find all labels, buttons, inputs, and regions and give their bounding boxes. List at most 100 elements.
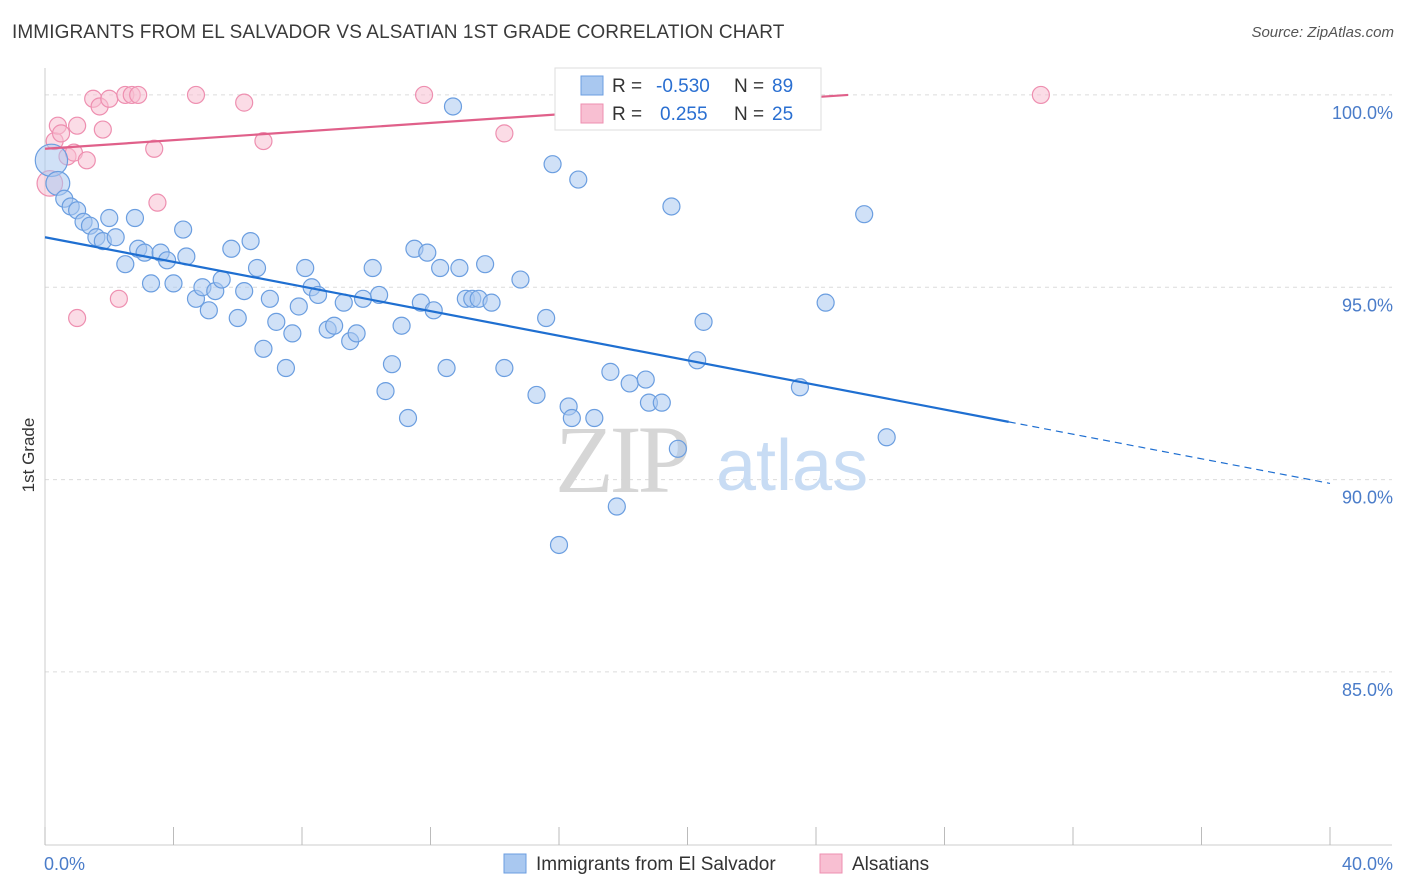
axes <box>44 68 1392 846</box>
data-point <box>392 316 411 335</box>
bottom-legend-swatch-pink <box>819 853 843 874</box>
data-point <box>267 312 286 331</box>
data-point <box>431 258 450 278</box>
data-point <box>476 255 495 274</box>
data-point <box>235 281 254 301</box>
y-tick-label: 100.0% <box>1332 103 1393 123</box>
bottom-legend-swatch-blue <box>503 853 527 874</box>
data-point <box>569 170 588 189</box>
legend-pink-n-label: N = <box>734 104 764 125</box>
data-point <box>68 116 87 135</box>
data-point <box>620 374 639 393</box>
data-point <box>100 89 119 108</box>
data-point <box>296 258 315 278</box>
y-tick-label: 95.0% <box>1342 295 1393 315</box>
data-point <box>174 220 193 239</box>
data-point <box>347 324 366 343</box>
data-point <box>562 408 581 428</box>
data-point <box>437 358 456 378</box>
watermark-atlas: atlas <box>716 426 868 506</box>
y-tick-label: 85.0% <box>1342 680 1393 700</box>
legend-blue-n-label: N = <box>734 76 764 97</box>
data-point <box>376 382 395 401</box>
data-point <box>325 316 344 335</box>
data-point <box>77 151 96 170</box>
legend-pink-r-value: 0.255 <box>660 104 708 125</box>
data-point <box>495 358 514 378</box>
data-point <box>260 289 279 308</box>
legend-box: R = -0.530 N = 89 R = 0.255 N = 25 <box>554 67 822 131</box>
data-point <box>816 293 835 312</box>
data-point <box>398 408 418 428</box>
bottom-legend: Immigrants from El Salvador Alsatians <box>503 853 929 875</box>
data-point <box>694 312 713 331</box>
data-point <box>129 85 148 105</box>
legend-blue-r-label: R = <box>612 76 642 97</box>
x-tick-label-end: 40.0% <box>1342 854 1393 874</box>
legend-pink-n-value: 25 <box>772 104 793 125</box>
data-point <box>537 308 556 328</box>
data-point <box>145 139 164 158</box>
legend-blue-n-value: 89 <box>772 76 793 97</box>
data-point <box>443 97 463 116</box>
data-point <box>100 208 119 228</box>
y-tick-labels: 100.0% 95.0% 90.0% 85.0% <box>1332 103 1393 700</box>
x-tick-label-start: 0.0% <box>44 854 85 874</box>
data-point <box>241 231 260 251</box>
data-point <box>382 355 402 374</box>
data-point <box>235 93 254 112</box>
data-point <box>116 255 135 274</box>
trend-line-el-salvador <box>44 236 1009 423</box>
data-point <box>450 258 469 278</box>
data-point <box>199 301 218 320</box>
bottom-legend-label-blue: Immigrants from El Salvador <box>536 854 776 875</box>
legend-swatch-blue <box>580 75 604 96</box>
data-point <box>247 258 267 278</box>
data-point <box>414 85 434 105</box>
data-point <box>148 193 167 212</box>
data-point <box>283 324 302 343</box>
data-point <box>68 308 87 328</box>
y-tick-label: 90.0% <box>1342 488 1393 508</box>
data-point <box>601 362 620 381</box>
watermark: ZIP atlas <box>555 406 868 513</box>
gridlines <box>45 94 1392 673</box>
data-point <box>1031 85 1050 105</box>
series-alsatians-points <box>36 85 1050 328</box>
data-point <box>141 274 161 293</box>
data-point <box>549 535 569 555</box>
legend-pink-r-label: R = <box>612 104 642 125</box>
data-point <box>363 258 382 278</box>
data-point <box>254 131 273 151</box>
data-point <box>51 124 71 143</box>
legend-blue-r-value: -0.530 <box>656 76 710 97</box>
data-point <box>482 293 501 312</box>
data-point <box>186 85 206 105</box>
trend-line-el-salvador-extension <box>1008 421 1331 485</box>
y-axis-label: 1st Grade <box>19 418 38 493</box>
data-point <box>877 428 896 447</box>
data-point <box>254 339 273 358</box>
data-point <box>222 239 241 258</box>
data-point <box>93 120 112 139</box>
data-point <box>109 289 128 308</box>
data-point <box>125 208 145 228</box>
chart-source: Source: ZipAtlas.com <box>1251 24 1394 41</box>
data-point <box>106 228 125 247</box>
chart-title: IMMIGRANTS FROM EL SALVADOR VS ALSATIAN … <box>12 22 785 43</box>
data-point <box>164 274 183 293</box>
data-point <box>289 297 308 316</box>
data-point <box>527 385 546 405</box>
bottom-legend-label-pink: Alsatians <box>852 854 929 875</box>
data-point <box>855 205 874 224</box>
data-point <box>668 439 687 458</box>
legend-swatch-pink <box>580 103 604 124</box>
data-point <box>585 408 604 428</box>
data-point <box>636 370 655 389</box>
data-point <box>607 497 626 516</box>
data-point <box>511 270 530 289</box>
data-point <box>228 308 247 328</box>
data-point <box>495 124 514 143</box>
data-point <box>418 243 437 262</box>
